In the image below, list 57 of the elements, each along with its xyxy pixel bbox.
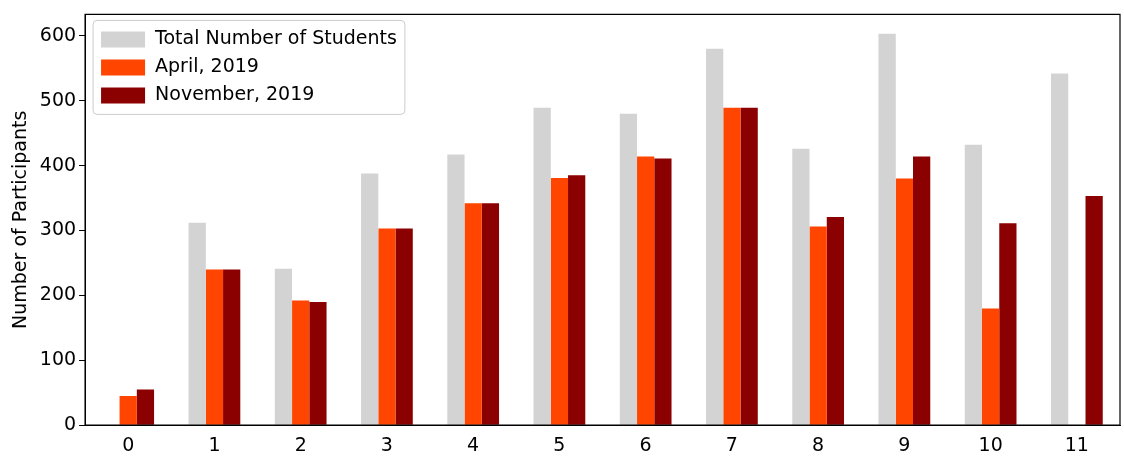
x-tick-label: 7 [725, 432, 738, 455]
y-tick-label: 300 [39, 217, 77, 240]
legend-label: November, 2019 [155, 82, 315, 105]
legend-label: April, 2019 [155, 54, 259, 77]
x-tick-label: 8 [812, 432, 825, 455]
x-tick-label: 6 [639, 432, 652, 455]
y-axis-title: Number of Participants [8, 110, 31, 329]
bar [550, 177, 569, 425]
bar [223, 269, 241, 425]
bar [361, 173, 379, 425]
bar [809, 226, 827, 425]
bar [1051, 73, 1069, 425]
x-tick-label: 9 [898, 432, 911, 455]
bar [982, 308, 1000, 425]
bar [274, 268, 293, 425]
y-tick-label: 200 [39, 282, 77, 305]
bar [723, 107, 741, 425]
bar [792, 148, 810, 425]
bar [964, 144, 983, 425]
bar [378, 228, 396, 425]
bar [895, 178, 914, 425]
x-tick-label: 10 [978, 432, 1003, 455]
bar [395, 228, 413, 425]
bar [292, 300, 310, 425]
bar [481, 203, 500, 425]
bar [826, 216, 845, 425]
y-tick-label: 600 [39, 22, 77, 45]
bar [205, 269, 224, 425]
bar [654, 158, 672, 425]
bar [999, 223, 1017, 425]
bar [913, 156, 931, 425]
x-tick-label: 3 [380, 432, 393, 455]
bar [309, 301, 327, 425]
bar [188, 222, 206, 425]
bar [533, 107, 551, 425]
x-tick-label: 5 [553, 432, 566, 455]
bar [878, 33, 896, 425]
bar [119, 396, 137, 425]
y-tick-label: 100 [39, 347, 77, 370]
x-tick-label: 11 [1064, 432, 1089, 455]
bar [740, 107, 758, 425]
legend-label: Total Number of Students [154, 26, 397, 49]
x-tick-label: 2 [294, 432, 307, 455]
y-tick-label: 0 [63, 412, 77, 435]
bar [1085, 196, 1103, 425]
bar [136, 389, 155, 425]
x-tick-label: 1 [208, 432, 221, 455]
x-tick-label: 4 [467, 432, 480, 455]
y-tick-label: 400 [39, 152, 77, 175]
bar [619, 113, 638, 425]
bar [706, 48, 724, 425]
y-tick-label: 500 [39, 87, 77, 110]
bar [447, 154, 465, 425]
bar [637, 156, 655, 425]
bar [568, 175, 586, 425]
x-tick-label: 0 [122, 432, 135, 455]
bar [464, 203, 482, 425]
